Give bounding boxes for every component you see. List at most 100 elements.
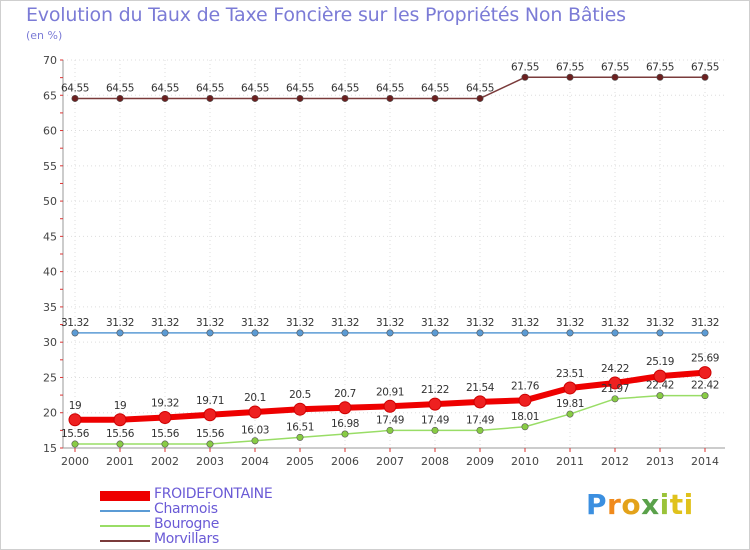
data-point xyxy=(431,329,439,337)
data-point xyxy=(341,329,349,337)
y-tick-label: 15 xyxy=(43,442,57,455)
data-label: 31.32 xyxy=(196,317,224,329)
data-point xyxy=(518,393,532,407)
data-point xyxy=(656,392,664,400)
data-point xyxy=(386,94,394,102)
data-label: 31.32 xyxy=(106,317,134,329)
data-label: 21.97 xyxy=(601,383,629,395)
legend-swatch xyxy=(100,491,150,501)
data-label: 23.51 xyxy=(556,368,584,380)
legend-label: Bourogne xyxy=(154,516,220,532)
x-tick-label: 2006 xyxy=(331,455,359,468)
data-label: 64.55 xyxy=(241,82,269,94)
x-tick-label: 2005 xyxy=(286,455,314,468)
data-label: 64.55 xyxy=(61,82,89,94)
y-tick-label: 60 xyxy=(43,125,57,138)
data-point xyxy=(701,329,709,337)
y-tick-label: 45 xyxy=(43,230,57,243)
data-point xyxy=(521,329,529,337)
logo-letter: x xyxy=(641,488,660,521)
x-tick-label: 2012 xyxy=(601,455,629,468)
data-point xyxy=(158,411,172,425)
data-point xyxy=(566,329,574,337)
data-point xyxy=(161,94,169,102)
data-point xyxy=(71,94,79,102)
y-axis-unit: (en %) xyxy=(26,29,63,42)
data-label: 25.19 xyxy=(646,356,674,368)
logo-letter: t xyxy=(669,488,684,521)
data-label: 31.32 xyxy=(61,317,89,329)
data-point xyxy=(161,329,169,337)
data-point xyxy=(296,433,304,441)
data-label: 20.1 xyxy=(244,392,266,404)
data-label: 18.01 xyxy=(511,411,539,423)
data-point xyxy=(116,440,124,448)
y-tick-label: 65 xyxy=(43,89,57,102)
data-label: 21.54 xyxy=(466,382,495,394)
data-point xyxy=(521,73,529,81)
data-label: 64.55 xyxy=(331,82,359,94)
data-point xyxy=(296,329,304,337)
data-label: 64.55 xyxy=(196,82,224,94)
data-point xyxy=(473,395,487,409)
data-label: 20.91 xyxy=(376,386,404,398)
logo-letter: o xyxy=(621,488,642,521)
x-tick-label: 2010 xyxy=(511,455,539,468)
data-label: 17.49 xyxy=(421,414,449,426)
data-point xyxy=(563,381,577,395)
data-label: 31.32 xyxy=(466,317,494,329)
x-tick-label: 2003 xyxy=(196,455,224,468)
data-label: 15.56 xyxy=(61,428,90,440)
data-point xyxy=(656,329,664,337)
y-tick-label: 40 xyxy=(43,266,57,279)
data-point xyxy=(386,329,394,337)
data-point xyxy=(431,94,439,102)
data-point xyxy=(476,94,484,102)
data-label: 20.7 xyxy=(334,388,356,400)
x-tick-label: 2004 xyxy=(241,455,269,468)
logo-letter: r xyxy=(607,488,622,521)
data-label: 64.55 xyxy=(151,82,179,94)
data-label: 64.55 xyxy=(286,82,314,94)
y-tick-label: 35 xyxy=(43,301,57,314)
data-point xyxy=(161,440,169,448)
logo-letter: i xyxy=(683,488,694,521)
data-label: 67.55 xyxy=(691,61,719,73)
data-point xyxy=(521,423,529,431)
data-label: 31.32 xyxy=(151,317,179,329)
data-label: 22.42 xyxy=(646,380,674,392)
data-label: 67.55 xyxy=(646,61,674,73)
x-tick-label: 2009 xyxy=(466,455,494,468)
data-label: 20.5 xyxy=(289,389,311,401)
data-point xyxy=(251,437,259,445)
data-label: 31.32 xyxy=(646,317,674,329)
data-label: 19 xyxy=(114,400,127,412)
data-point xyxy=(608,376,622,390)
legend-swatch xyxy=(100,510,150,512)
data-label: 19.32 xyxy=(151,398,179,410)
data-point xyxy=(383,399,397,413)
data-point xyxy=(611,395,619,403)
data-label: 31.32 xyxy=(511,317,539,329)
data-point xyxy=(293,402,307,416)
data-label: 15.56 xyxy=(196,428,225,440)
data-point xyxy=(68,413,82,427)
data-label: 24.22 xyxy=(601,363,629,375)
data-point xyxy=(566,410,574,418)
data-label: 64.55 xyxy=(106,82,134,94)
data-label: 22.42 xyxy=(691,380,719,392)
legend-swatch xyxy=(100,525,150,527)
data-point xyxy=(251,329,259,337)
x-tick-label: 2014 xyxy=(691,455,719,468)
data-label: 31.32 xyxy=(286,317,314,329)
y-tick-label: 30 xyxy=(43,336,57,349)
logo-letter: i xyxy=(659,488,670,521)
data-label: 31.32 xyxy=(556,317,584,329)
legend-swatch xyxy=(100,540,150,542)
y-tick-label: 70 xyxy=(43,54,57,67)
data-point xyxy=(341,94,349,102)
data-point xyxy=(251,94,259,102)
data-point xyxy=(296,94,304,102)
data-point xyxy=(701,73,709,81)
data-point xyxy=(428,397,442,411)
